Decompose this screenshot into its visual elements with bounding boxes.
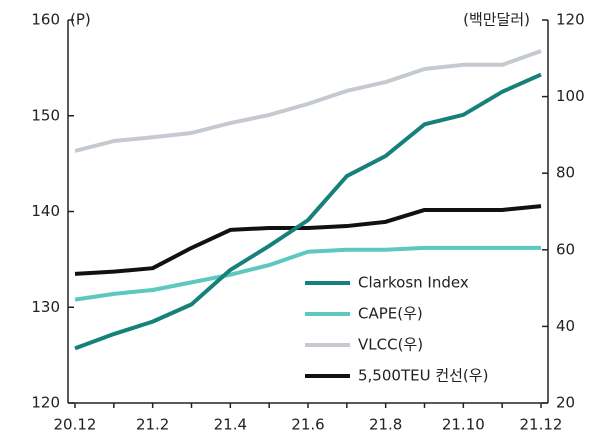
legend-label: Clarkosn Index xyxy=(358,274,469,292)
series-line xyxy=(74,72,542,351)
legend-label: VLCC(우) xyxy=(358,336,423,354)
y2-tick-label: 20 xyxy=(556,394,575,412)
y2-tick-label: 80 xyxy=(556,164,575,182)
y-tick-label: 140 xyxy=(31,202,60,220)
legend-label: CAPE(우) xyxy=(358,305,423,323)
y2-tick-label: 40 xyxy=(556,317,575,335)
y-axis-label: (P) xyxy=(70,11,91,29)
series-line xyxy=(74,204,542,276)
y-tick-label: 130 xyxy=(31,298,60,316)
y-tick-label: 120 xyxy=(31,394,60,412)
x-tick-label: 20.12 xyxy=(54,416,97,434)
series-line xyxy=(74,49,542,153)
y2-tick-label: 60 xyxy=(556,240,575,258)
y2-axis-label: (백만달러) xyxy=(463,11,530,29)
x-tick-label: 21.12 xyxy=(520,416,563,434)
x-tick-label: 21.4 xyxy=(214,416,247,434)
x-tick-label: 21.6 xyxy=(291,416,324,434)
y2-tick-label: 100 xyxy=(556,87,585,105)
y-tick-label: 150 xyxy=(31,106,60,124)
legend-label: 5,500TEU 컨선(우) xyxy=(358,367,488,385)
x-tick-label: 21.10 xyxy=(442,416,485,434)
x-tick-label: 21.8 xyxy=(369,416,402,434)
x-tick-label: 21.2 xyxy=(136,416,169,434)
series-line xyxy=(74,245,541,302)
y-tick-label: 160 xyxy=(31,11,60,29)
y2-tick-label: 120 xyxy=(556,11,585,29)
